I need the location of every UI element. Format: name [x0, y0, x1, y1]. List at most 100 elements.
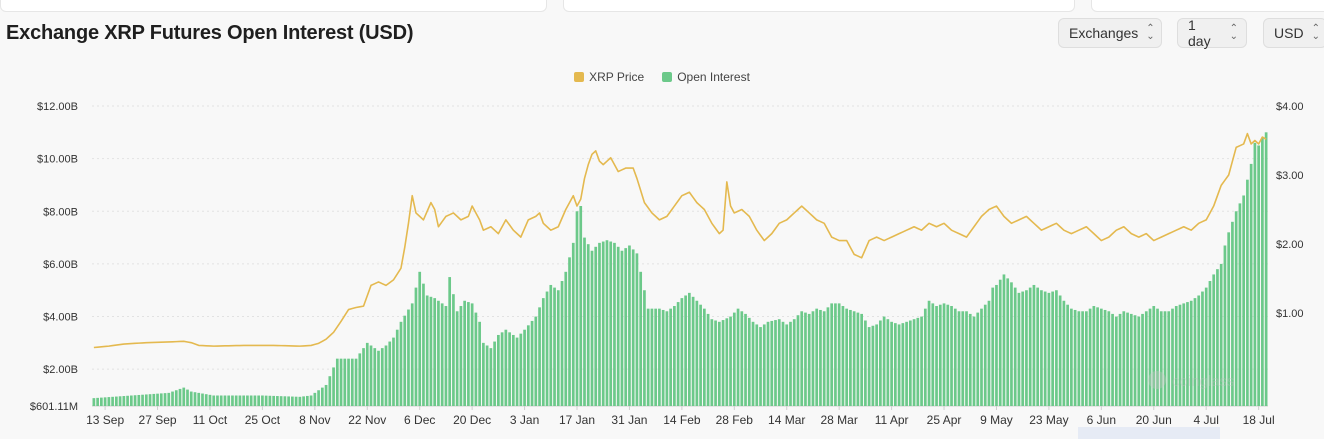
oi-bar [1066, 304, 1069, 406]
oi-bar [261, 395, 264, 406]
oi-bar [1152, 306, 1156, 406]
oi-bar [369, 345, 373, 406]
gridlines [92, 105, 1268, 407]
y-left-axis: $601.11M $2.00B $4.00B $6.00B $8.00B $10.00B $… [30, 101, 78, 413]
oi-bar [167, 392, 171, 406]
oi-bars [92, 132, 1268, 407]
oi-bar [804, 312, 807, 406]
oi-bar [1201, 291, 1204, 406]
oi-bar [586, 244, 590, 406]
chevron-up-down-icon: ⌃ ⌄ [1146, 23, 1155, 42]
oi-bar [1081, 311, 1084, 406]
x-tick-label: 14 Mar [768, 413, 805, 427]
oi-bar [1118, 313, 1122, 406]
oi-bar [444, 306, 448, 406]
oi-bar [1159, 311, 1163, 406]
oi-bar [538, 307, 541, 406]
oi-bar [755, 324, 759, 406]
y-left-tick-label: $8.00B [43, 206, 78, 218]
oi-bar [425, 295, 429, 406]
oi-bar [317, 390, 320, 406]
x-tick-label: 31 Jan [611, 413, 647, 427]
oi-bar [103, 397, 107, 406]
oi-bar [946, 304, 950, 406]
oi-bar [991, 287, 995, 406]
oi-bar [684, 295, 687, 406]
oi-bar [283, 396, 287, 406]
oi-bar [380, 348, 384, 406]
oi-bar [867, 327, 871, 406]
oi-bar [770, 320, 774, 406]
oi-bar [493, 341, 496, 406]
oi-bar [1047, 292, 1051, 406]
legend-item-oi[interactable]: Open Interest [662, 70, 750, 84]
interval-select[interactable]: 1 day ⌃ ⌄ [1177, 17, 1247, 49]
oi-bar [815, 308, 819, 406]
oi-bar [777, 319, 781, 406]
oi-bar [703, 308, 706, 406]
oi-bar [1223, 245, 1227, 406]
oi-bar [845, 308, 849, 406]
oi-bar [137, 394, 141, 406]
oi-bar [796, 315, 800, 406]
oi-bar [268, 395, 272, 406]
oi-bar [1182, 303, 1186, 406]
oi-bar [560, 281, 564, 406]
x-tick-label: 6 Jun [1087, 413, 1116, 427]
oi-bar [534, 316, 538, 406]
oi-bar [392, 337, 395, 406]
oi-bar [332, 367, 335, 406]
oi-bar [568, 257, 571, 406]
oi-bar [1133, 315, 1137, 406]
oi-bar [879, 320, 882, 406]
oi-bar [515, 337, 519, 406]
currency-select[interactable]: USD ⌃ ⌄ [1263, 18, 1324, 48]
oi-bar [665, 311, 669, 406]
oi-bar [1036, 287, 1040, 406]
oi-bar [751, 321, 755, 406]
oi-bar [500, 332, 504, 406]
oi-bar [298, 396, 302, 406]
x-tick-label: 4 Jul [1194, 413, 1219, 427]
oi-bar [347, 358, 350, 406]
oi-bar [189, 391, 193, 406]
oi-bar [1141, 313, 1144, 406]
oi-bar [995, 284, 998, 406]
oi-bar [894, 323, 897, 406]
exchanges-select[interactable]: Exchanges ⌃ ⌄ [1058, 18, 1162, 48]
oi-bar [1227, 232, 1231, 406]
oi-bar [807, 313, 811, 406]
oi-bar [455, 311, 459, 406]
oi-bar [313, 392, 317, 406]
oi-bar [781, 321, 785, 406]
oi-bar [485, 345, 489, 406]
oi-bar [762, 324, 766, 406]
oi-bar [1238, 203, 1242, 406]
oi-bar [523, 329, 526, 406]
y-right-tick-label: $1.00 [1276, 308, 1304, 320]
oi-bar [463, 300, 466, 406]
x-tick-label: 28 Mar [820, 413, 857, 427]
oi-bar [841, 306, 845, 406]
x-tick-label: 13 Sep [86, 413, 124, 427]
legend-label-oi: Open Interest [677, 70, 750, 84]
oi-bar [605, 240, 609, 406]
oi-bar [624, 248, 628, 406]
oi-bar [1246, 179, 1249, 406]
oi-bar [433, 298, 437, 406]
oi-bar [564, 271, 568, 406]
x-tick-label: 6 Dec [404, 413, 435, 427]
oi-bar [1167, 311, 1171, 406]
oi-bar [276, 396, 279, 406]
x-tick-label: 11 Apr [875, 413, 909, 427]
oi-bar [422, 283, 425, 406]
oi-bar [272, 395, 275, 406]
oi-bar [204, 394, 208, 406]
oi-bar [1126, 312, 1129, 406]
oi-bar [440, 303, 444, 406]
oi-bar [759, 327, 762, 406]
legend-item-price[interactable]: XRP Price [574, 70, 644, 84]
y-right-tick-label: $4.00 [1276, 101, 1304, 113]
oi-bar [216, 395, 219, 406]
